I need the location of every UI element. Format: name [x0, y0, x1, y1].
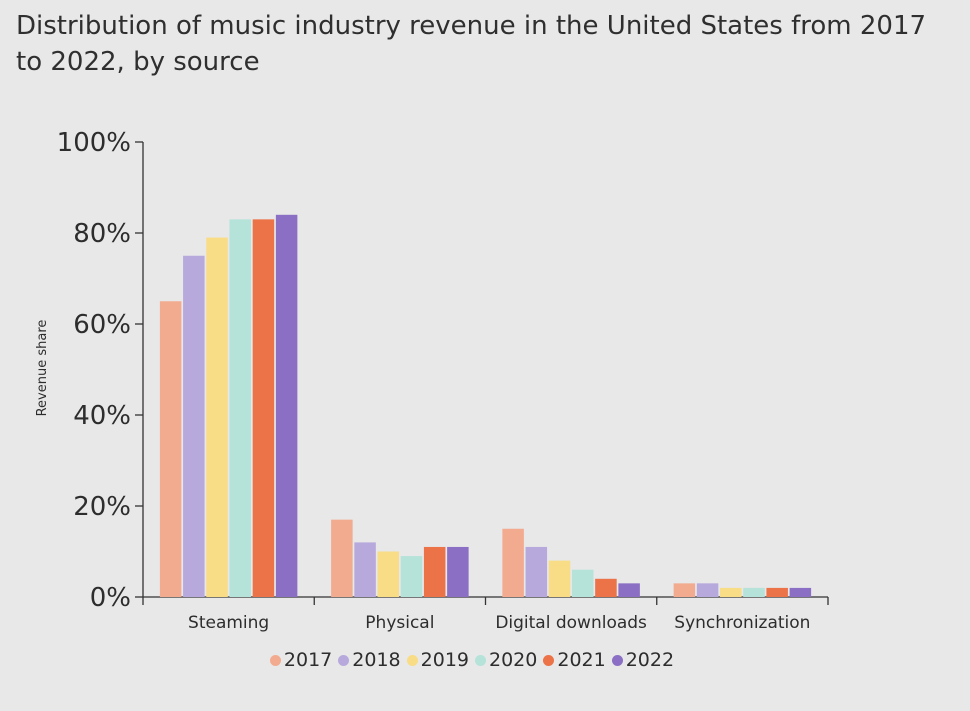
legend-swatch: [611, 654, 623, 666]
bar-2021: [766, 587, 788, 597]
y-tick-label: 80%: [73, 219, 131, 249]
bar-2020: [743, 587, 765, 597]
bar-2020: [400, 556, 423, 597]
legend-label: 2021: [557, 649, 606, 671]
bar-2019: [377, 551, 400, 597]
legend-swatch: [406, 654, 418, 666]
bar-2022: [789, 587, 812, 597]
legend-label: 2022: [625, 649, 675, 671]
x-tick-label: Digital downloads: [495, 613, 647, 633]
legend-label: 2017: [283, 649, 333, 671]
bar-2019: [548, 560, 571, 597]
bar-2018: [354, 542, 376, 597]
legend-swatch: [543, 654, 555, 666]
y-axis-label: Revenue share: [35, 320, 50, 417]
legend-label: 2018: [352, 649, 401, 671]
legend-item: 2020: [475, 649, 543, 671]
bar-2022: [447, 546, 469, 597]
legend-label: 2020: [489, 649, 538, 671]
y-tick-label: 100%: [57, 128, 131, 158]
legend: 2017 2018 2019 2020 2021 2022: [0, 649, 950, 671]
bar-2017: [502, 528, 524, 597]
bar-2020: [229, 219, 251, 597]
legend-item: 2021: [543, 649, 611, 671]
bar-2017: [331, 519, 353, 597]
y-tick-label: 60%: [73, 310, 131, 340]
bar-2017: [673, 583, 696, 597]
y-tick-label: 40%: [73, 401, 131, 431]
x-tick-label: Steaming: [188, 613, 269, 633]
y-tick-label: 20%: [73, 492, 131, 522]
legend-item: 2017: [269, 649, 338, 671]
bar-2018: [183, 255, 205, 597]
axes: 0% 20% 40% 60% 80% 100%: [57, 128, 829, 613]
bar-2017: [159, 301, 182, 597]
bar-2018: [525, 546, 548, 597]
bar-2021: [423, 546, 446, 597]
legend-swatch: [269, 654, 281, 666]
bar-2021: [595, 578, 617, 597]
legend-label: 2019: [420, 649, 469, 671]
legend-item: 2022: [611, 649, 680, 671]
bar-2022: [275, 214, 298, 598]
bars: [159, 214, 812, 598]
category-labels: Steaming Physical Digital downloads Synchro…: [188, 613, 810, 633]
legend-swatch: [475, 654, 486, 666]
y-tick-label: 0%: [90, 583, 131, 613]
bar-2021: [252, 219, 275, 597]
legend-item: 2018: [338, 649, 406, 671]
legend-item: 2019: [406, 649, 475, 671]
x-tick-label: Synchronization: [674, 613, 810, 633]
bar-2019: [720, 587, 742, 597]
bar-2020: [571, 569, 594, 597]
chart-title: Distribution of music industry revenue i…: [16, 11, 927, 77]
bar-2022: [618, 583, 640, 597]
bar-2019: [206, 237, 228, 598]
x-tick-label: Physical: [365, 613, 434, 633]
legend-swatch: [338, 654, 350, 666]
bar-2018: [696, 583, 719, 597]
